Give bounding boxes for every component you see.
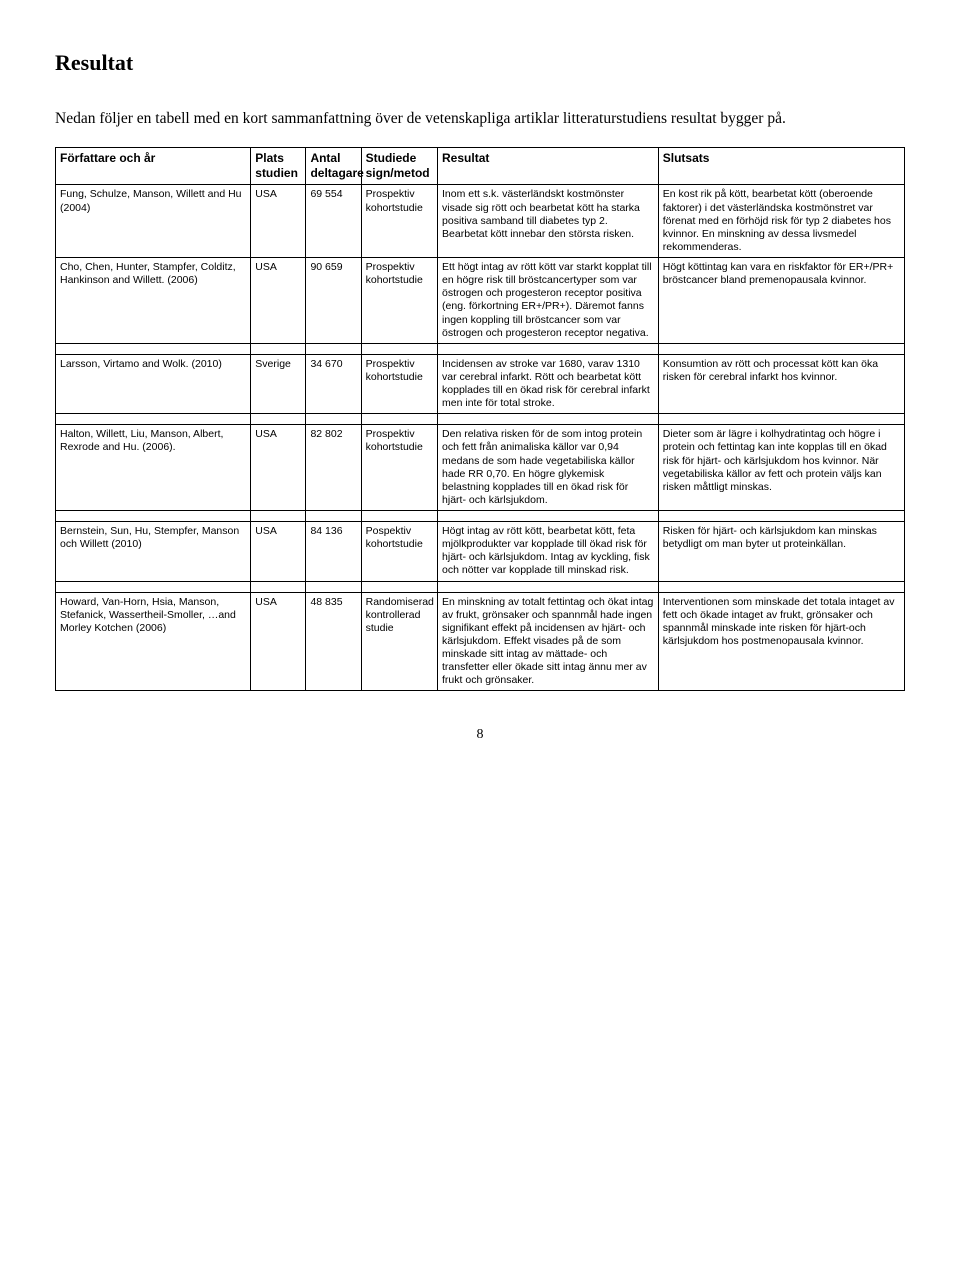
cell-place: USA bbox=[251, 592, 306, 691]
cell-author: Fung, Schulze, Manson, Willett and Hu (2… bbox=[56, 185, 251, 258]
table-row: Cho, Chen, Hunter, Stampfer, Colditz, Ha… bbox=[56, 258, 905, 344]
cell-author: Howard, Van-Horn, Hsia, Manson, Stefanic… bbox=[56, 592, 251, 691]
table-row: Halton, Willett, Liu, Manson, Albert, Re… bbox=[56, 425, 905, 511]
cell-place: USA bbox=[251, 185, 306, 258]
cell-conclusion: Risken för hjärt- och kärlsjukdom kan mi… bbox=[658, 522, 904, 582]
cell-conclusion: Dieter som är lägre i kolhydratintag och… bbox=[658, 425, 904, 511]
cell-result: Ett högt intag av rött kött var starkt k… bbox=[438, 258, 659, 344]
header-result: Resultat bbox=[438, 148, 659, 185]
table-row: Bernstein, Sun, Hu, Stempfer, Manson och… bbox=[56, 522, 905, 582]
spacer-row bbox=[56, 414, 905, 425]
cell-author: Cho, Chen, Hunter, Stampfer, Colditz, Ha… bbox=[56, 258, 251, 344]
cell-count: 48 835 bbox=[306, 592, 361, 691]
cell-design: Prospektiv kohortstudie bbox=[361, 425, 437, 511]
cell-count: 34 670 bbox=[306, 354, 361, 414]
intro-paragraph: Nedan följer en tabell med en kort samma… bbox=[55, 104, 905, 133]
cell-design: Prospektiv kohortstudie bbox=[361, 258, 437, 344]
cell-count: 69 554 bbox=[306, 185, 361, 258]
table-header-row: Författare och år Plats studien Antal de… bbox=[56, 148, 905, 185]
header-place: Plats studien bbox=[251, 148, 306, 185]
cell-count: 90 659 bbox=[306, 258, 361, 344]
header-author: Författare och år bbox=[56, 148, 251, 185]
cell-author: Halton, Willett, Liu, Manson, Albert, Re… bbox=[56, 425, 251, 511]
cell-result: Den relativa risken för de som intog pro… bbox=[438, 425, 659, 511]
table-row: Fung, Schulze, Manson, Willett and Hu (2… bbox=[56, 185, 905, 258]
page-title: Resultat bbox=[55, 50, 905, 76]
cell-author: Bernstein, Sun, Hu, Stempfer, Manson och… bbox=[56, 522, 251, 582]
cell-design: Pospektiv kohortstudie bbox=[361, 522, 437, 582]
cell-conclusion: En kost rik på kött, bearbetat kött (obe… bbox=[658, 185, 904, 258]
cell-count: 84 136 bbox=[306, 522, 361, 582]
cell-place: USA bbox=[251, 425, 306, 511]
cell-result: Inom ett s.k. västerländskt kostmönster … bbox=[438, 185, 659, 258]
cell-place: USA bbox=[251, 258, 306, 344]
cell-conclusion: Högt köttintag kan vara en riskfaktor fö… bbox=[658, 258, 904, 344]
header-design: Studiede sign/metod bbox=[361, 148, 437, 185]
cell-result: Högt intag av rött kött, bearbetat kött,… bbox=[438, 522, 659, 582]
spacer-row bbox=[56, 581, 905, 592]
cell-result: Incidensen av stroke var 1680, varav 131… bbox=[438, 354, 659, 414]
cell-place: USA bbox=[251, 522, 306, 582]
page-number: 8 bbox=[55, 727, 905, 743]
table-row: Larsson, Virtamo and Wolk. (2010)Sverige… bbox=[56, 354, 905, 414]
cell-result: En minskning av totalt fettintag och öka… bbox=[438, 592, 659, 691]
header-count: Antal deltagare bbox=[306, 148, 361, 185]
cell-design: Prospektiv kohortstudie bbox=[361, 354, 437, 414]
cell-design: Prospektiv kohortstudie bbox=[361, 185, 437, 258]
cell-design: Randomiserad kontrollerad studie bbox=[361, 592, 437, 691]
spacer-row bbox=[56, 343, 905, 354]
cell-count: 82 802 bbox=[306, 425, 361, 511]
spacer-row bbox=[56, 511, 905, 522]
cell-conclusion: Interventionen som minskade det totala i… bbox=[658, 592, 904, 691]
cell-author: Larsson, Virtamo and Wolk. (2010) bbox=[56, 354, 251, 414]
table-row: Howard, Van-Horn, Hsia, Manson, Stefanic… bbox=[56, 592, 905, 691]
cell-conclusion: Konsumtion av rött och processat kött ka… bbox=[658, 354, 904, 414]
header-conclusion: Slutsats bbox=[658, 148, 904, 185]
summary-table: Författare och år Plats studien Antal de… bbox=[55, 147, 905, 691]
cell-place: Sverige bbox=[251, 354, 306, 414]
